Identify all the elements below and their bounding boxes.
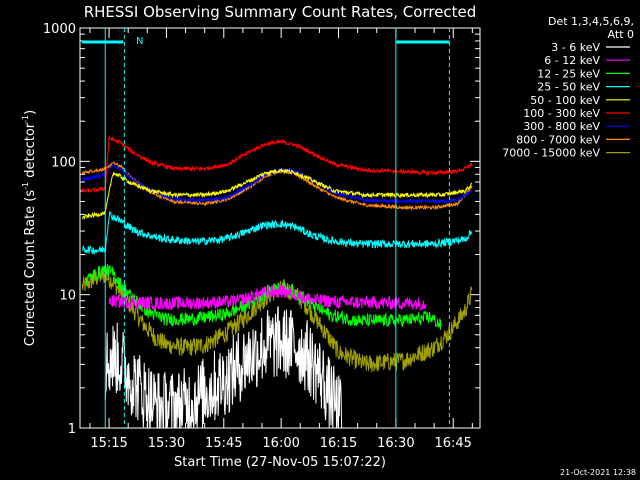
legend-label: 300 - 800 keV xyxy=(523,120,600,133)
y-tick-label: 1 xyxy=(68,422,76,437)
y-axis-label: Corrected Count Rate (s-1 detector-1) xyxy=(21,110,38,346)
legend-label: 100 - 300 keV xyxy=(523,107,600,120)
x-tick-label: 16:45 xyxy=(434,436,471,451)
y-tick-label: 100 xyxy=(51,155,76,170)
plot-frame xyxy=(79,27,481,429)
series-line xyxy=(108,283,427,312)
series-line xyxy=(81,135,473,193)
y-tick-label: 1000 xyxy=(43,22,76,37)
legend-label: 12 - 25 keV xyxy=(537,67,600,80)
chart-title: RHESSI Observing Summary Count Rates, Co… xyxy=(84,3,477,21)
night-markers xyxy=(82,28,450,428)
legend-label: 50 - 100 keV xyxy=(530,94,600,107)
legend-label: 6 - 12 keV xyxy=(544,54,600,67)
legend-header-detectors: Det 1,3,4,5,6,9, xyxy=(548,15,634,28)
x-tick-label: 15:45 xyxy=(205,436,242,451)
legend-label: 800 - 7000 keV xyxy=(516,133,600,146)
y-axis: 1 10 100 1000 xyxy=(43,22,480,437)
series-layer xyxy=(81,135,473,430)
x-axis-label: Start Time (27-Nov-05 15:07:22) xyxy=(174,455,386,470)
x-tick-label: 16:15 xyxy=(320,436,357,451)
series-line xyxy=(104,306,343,430)
series-line xyxy=(81,167,473,220)
x-axis: 15:15 15:30 15:45 16:00 16:15 16:30 16:45 xyxy=(89,28,473,451)
legend-header-attenuator: Att 0 xyxy=(608,28,634,41)
series-line xyxy=(85,263,442,330)
legend-label: 3 - 6 keV xyxy=(551,41,600,54)
legend-label: 7000 - 15000 keV xyxy=(502,147,600,160)
series-line xyxy=(82,210,473,255)
x-tick-label: 16:30 xyxy=(377,436,414,451)
legend-label: 25 - 50 keV xyxy=(537,81,600,94)
timestamp: 21-Oct-2021 12:38 xyxy=(560,468,636,477)
y-tick-label: 10 xyxy=(59,289,76,304)
plot-area: 1 10 100 1000 15:15 15:30 15:45 16:00 16:15 16:3… xyxy=(43,22,481,451)
annotation-n: N xyxy=(136,36,143,47)
x-tick-label: 16:00 xyxy=(262,436,299,451)
x-tick-label: 15:15 xyxy=(90,436,127,451)
x-tick-label: 15:30 xyxy=(148,436,185,451)
